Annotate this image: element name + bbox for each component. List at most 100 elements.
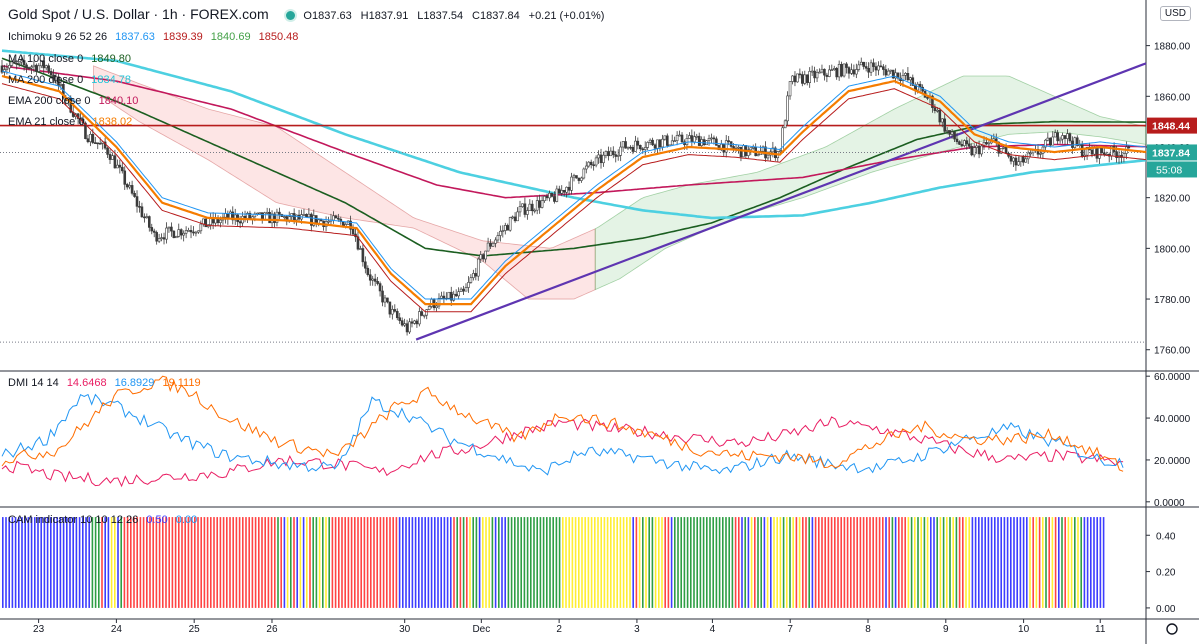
- candle-body: [413, 320, 416, 324]
- cam-bar: [187, 517, 190, 608]
- candle-body: [818, 71, 821, 74]
- candle-body: [231, 211, 235, 221]
- cam-bar: [901, 517, 903, 608]
- cam-bar: [1022, 517, 1025, 608]
- cam-bar: [242, 517, 244, 608]
- cam-bar: [958, 517, 961, 608]
- cam-bar: [357, 517, 359, 608]
- candle-body: [832, 68, 836, 71]
- x-tick-label: 26: [266, 624, 278, 635]
- cam-bar: [616, 517, 618, 608]
- cam-bar: [398, 517, 401, 608]
- cam-bar: [107, 517, 110, 608]
- cam-bar: [974, 517, 977, 608]
- cam-bar: [840, 517, 842, 608]
- legend-dmi[interactable]: DMI 14 14 14.6468 16.8929 19.1119: [8, 377, 206, 389]
- cam-bar: [920, 517, 922, 608]
- cam-bar: [293, 517, 295, 608]
- cam-bar: [642, 517, 644, 608]
- candle-body: [570, 176, 573, 191]
- candle-body: [130, 185, 134, 194]
- candle-body: [646, 142, 649, 148]
- candle-body: [643, 147, 647, 150]
- symbol-title[interactable]: Gold Spot / U.S. Dollar · 1h · FOREX.com: [8, 6, 269, 22]
- candle-body: [145, 216, 149, 218]
- cam-bar: [866, 517, 868, 608]
- cam-bar: [1083, 517, 1086, 608]
- legend-ema200[interactable]: EMA 200 close 0 1840.10: [8, 95, 143, 107]
- candle-body: [391, 309, 394, 315]
- candle-body: [791, 75, 794, 82]
- cam-bar: [235, 517, 238, 608]
- candle-body: [850, 69, 853, 74]
- cam-bar: [91, 517, 94, 608]
- cam-bar: [322, 517, 324, 608]
- cam-bar: [978, 517, 980, 608]
- cam-bar: [610, 517, 612, 608]
- cam-bar: [744, 517, 746, 608]
- dmi-plus-line: [1, 393, 1124, 476]
- currency-button[interactable]: USD: [1159, 6, 1191, 21]
- cam-bar: [117, 517, 119, 608]
- legend-ma100[interactable]: MA 100 close 0 1849.80: [8, 53, 136, 65]
- cam-bar: [613, 517, 615, 608]
- candle-body: [911, 77, 915, 86]
- cam-bar: [792, 517, 794, 608]
- legend-ma200[interactable]: MA 200 close 0 1834.78: [8, 74, 136, 86]
- cam-bar: [1010, 517, 1012, 608]
- candle-body: [530, 203, 534, 212]
- cam-bar: [133, 517, 135, 608]
- x-tick-label: 4: [710, 624, 716, 635]
- cam-bar: [232, 517, 234, 608]
- cam-bar: [174, 517, 177, 608]
- cam-bar: [597, 517, 599, 608]
- legend-ema21[interactable]: EMA 21 close 0 1838.02: [8, 116, 137, 128]
- cam-bar: [728, 517, 730, 608]
- legend-ichimoku[interactable]: Ichimoku 9 26 52 26 1837.63 1839.39 1840…: [8, 31, 303, 43]
- cam-bar: [654, 517, 657, 608]
- cam-bar: [69, 517, 71, 608]
- candle-body: [1029, 152, 1032, 155]
- cam-bar: [1019, 517, 1022, 608]
- candle-body: [543, 196, 546, 201]
- cam-bar: [1086, 517, 1089, 608]
- candle-body: [535, 200, 539, 211]
- cam-bar: [296, 517, 298, 608]
- ma200-line: [1, 49, 1147, 220]
- cam-bar: [795, 517, 798, 608]
- candle-body: [489, 242, 492, 247]
- cam-bar: [894, 517, 897, 608]
- candle-body: [702, 139, 706, 146]
- candle-body: [506, 225, 510, 231]
- candle-body: [182, 232, 185, 236]
- cam-bar: [389, 517, 391, 608]
- last-price-label-bg: [1147, 144, 1197, 161]
- candle-body: [224, 213, 227, 218]
- cam-bar: [37, 517, 39, 608]
- candle-body: [422, 314, 426, 317]
- cam-bar: [853, 517, 855, 608]
- candle-body: [175, 236, 178, 239]
- candle-body: [12, 61, 16, 64]
- cam-bar: [827, 517, 830, 608]
- candle-body: [651, 139, 654, 146]
- candle-body: [17, 61, 21, 64]
- legend-label: CAM indicator 10 10 12 26: [8, 514, 139, 526]
- candle-body: [710, 137, 713, 140]
- cam-bar: [907, 517, 910, 608]
- candle-body: [260, 212, 264, 220]
- candle-body: [467, 282, 470, 288]
- candle-body: [44, 65, 48, 69]
- candle-body: [798, 73, 802, 76]
- candle-body: [607, 151, 610, 157]
- candle-body: [948, 130, 951, 135]
- cam-bar: [1029, 517, 1031, 608]
- candle-body: [113, 155, 117, 169]
- cam-bar: [491, 517, 494, 608]
- legend-cam[interactable]: CAM indicator 10 10 12 26 0.50 0.00: [8, 514, 202, 526]
- cam-bar: [757, 517, 759, 608]
- candle-body: [970, 146, 974, 156]
- candle-body: [197, 230, 200, 233]
- cam-bar: [776, 517, 778, 608]
- cam-bar: [690, 517, 692, 608]
